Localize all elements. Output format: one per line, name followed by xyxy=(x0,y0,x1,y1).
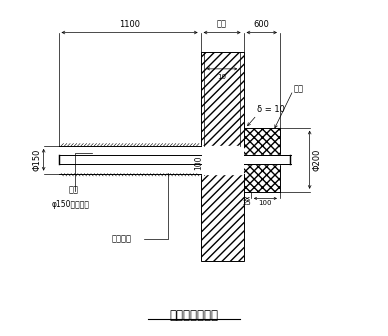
Bar xyxy=(201,52,244,260)
Text: 100: 100 xyxy=(259,200,272,206)
Text: φ150镀锌钢管: φ150镀锌钢管 xyxy=(52,200,90,209)
Text: 1100: 1100 xyxy=(119,19,140,29)
Bar xyxy=(244,128,280,192)
Text: 电缆管穿墙做法: 电缆管穿墙做法 xyxy=(170,308,218,322)
Bar xyxy=(244,128,280,192)
Text: 10: 10 xyxy=(218,74,227,80)
Text: Φ150: Φ150 xyxy=(32,149,41,171)
Text: 油麻: 油麻 xyxy=(293,84,303,93)
Bar xyxy=(201,52,244,260)
Text: 100: 100 xyxy=(194,155,203,170)
Text: Φ200: Φ200 xyxy=(312,149,321,171)
Text: 电缆: 电缆 xyxy=(68,185,78,194)
Text: 封闭圆环: 封闭圆环 xyxy=(111,235,132,244)
Text: 25: 25 xyxy=(243,200,251,206)
Text: δ = 10: δ = 10 xyxy=(257,106,285,115)
Text: 600: 600 xyxy=(254,19,270,29)
Text: 墙厚: 墙厚 xyxy=(217,19,227,29)
